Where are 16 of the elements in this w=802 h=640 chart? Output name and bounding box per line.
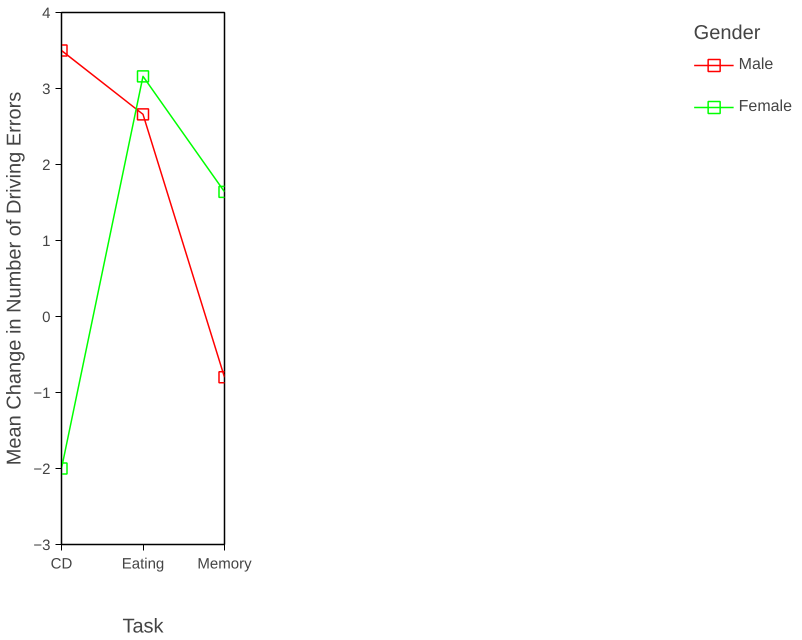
y-tick-label: 4 <box>42 5 50 22</box>
y-tick-label: −1 <box>33 385 51 402</box>
y-tick-label: 1 <box>42 233 50 250</box>
x-tick-label: CD <box>50 556 72 572</box>
y-tick-label: 2 <box>42 157 50 174</box>
y-tick-label: 0 <box>42 309 50 326</box>
legend-label: Female <box>738 98 792 116</box>
y-tick-label: −3 <box>33 537 51 554</box>
y-tick-label: 3 <box>42 81 50 98</box>
legend-title: Gender <box>694 22 762 45</box>
x-tick-label: Memory <box>197 556 252 572</box>
y-axis-title: Mean Change in Number of Driving Errors <box>3 92 26 466</box>
x-axis-title: Task <box>122 616 165 638</box>
legend-label: Male <box>738 56 774 74</box>
x-tick-label: Eating <box>122 556 164 572</box>
y-tick-label: −2 <box>33 461 51 478</box>
